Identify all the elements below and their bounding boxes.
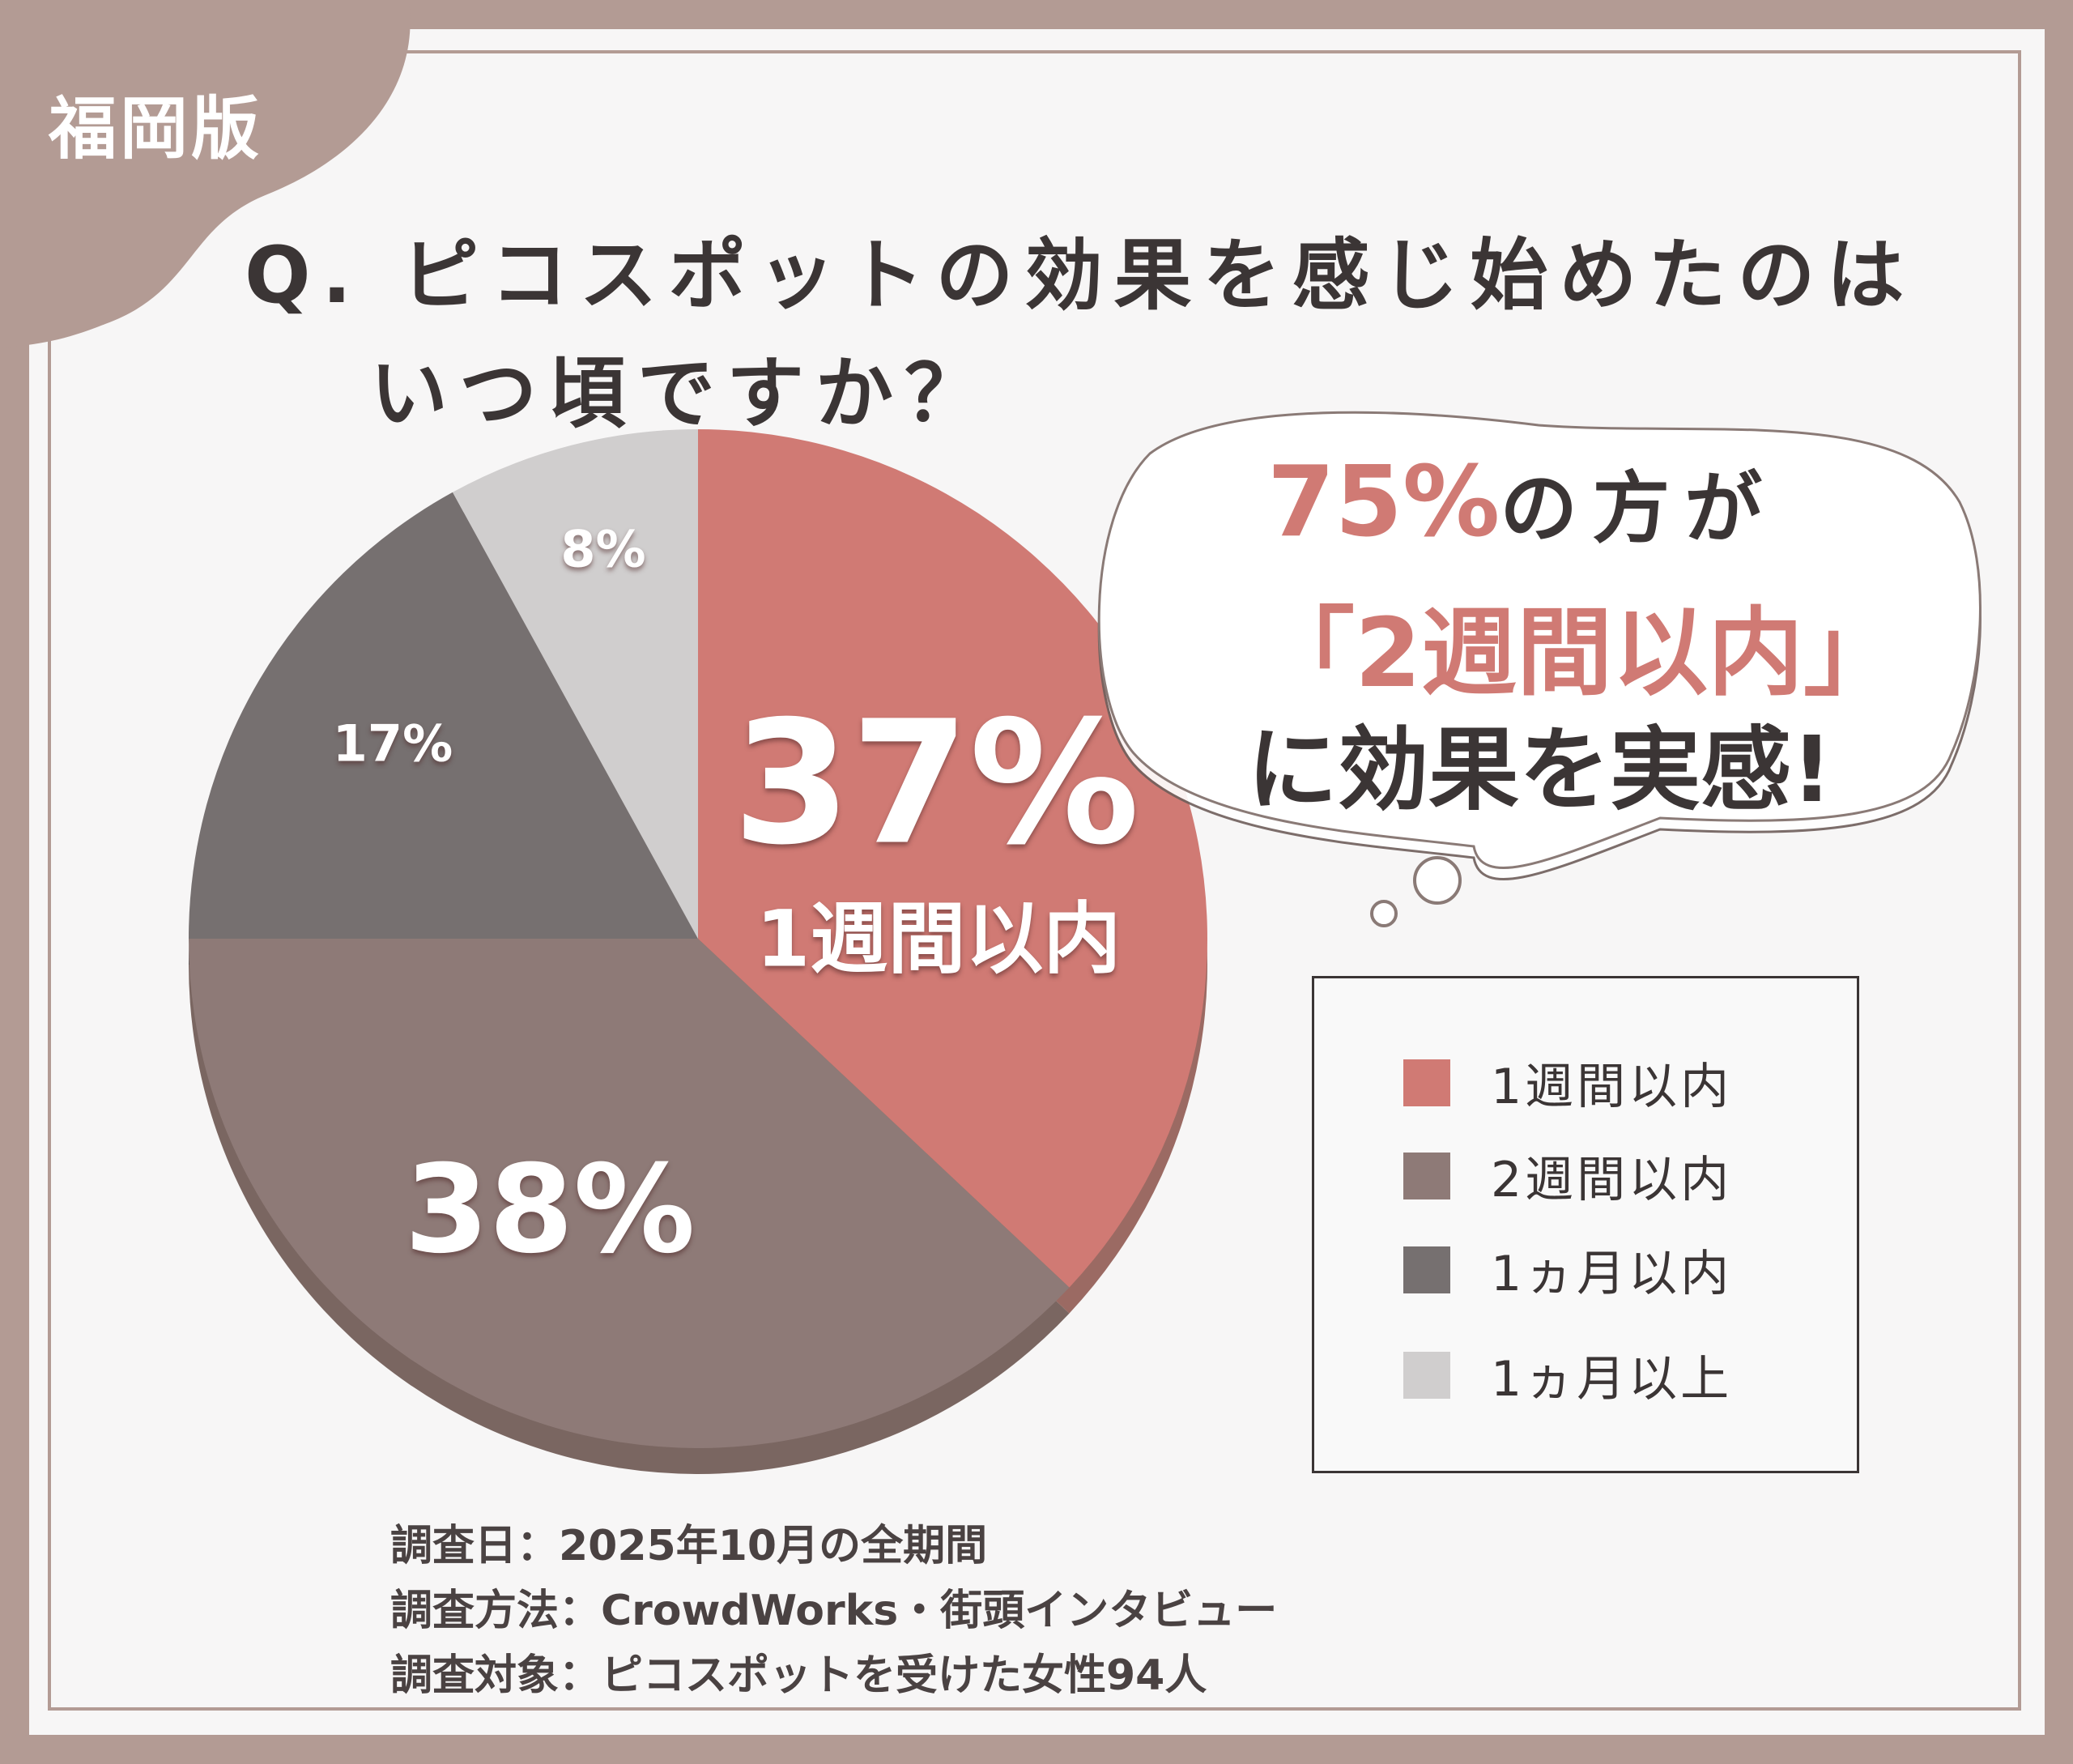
survey-date: 調査日：2025年10月の全期間	[390, 1522, 988, 1570]
legend-swatch	[1403, 1152, 1450, 1199]
slice-label-8: 8%	[560, 519, 646, 579]
pie-slice-3	[189, 492, 698, 939]
slice-label-37: 37%	[732, 684, 1140, 883]
pie-slice-2	[189, 939, 1070, 1448]
thought-dot-small	[1370, 900, 1398, 927]
bubble-line-3: に効果を実感!	[1247, 718, 1833, 823]
pie-slice-4	[452, 429, 698, 939]
legend: 1週間以内 2週間以内 1ヵ月以内 1ヵ月以上	[1312, 976, 1859, 1473]
legend-label: 2週間以内	[1491, 1152, 1733, 1208]
edition-tab	[0, 0, 411, 348]
thought-dot-large	[1413, 856, 1462, 905]
legend-label: 1週間以内	[1491, 1059, 1733, 1115]
inner-border	[48, 50, 2021, 1711]
legend-swatch	[1403, 1246, 1450, 1293]
survey-method: 調査方法：CrowdWorks・街頭インタビュー	[390, 1587, 1278, 1635]
legend-swatch	[1403, 1059, 1450, 1106]
legend-item: 2週間以内	[1403, 1140, 1732, 1211]
slice-label-38: 38%	[404, 1140, 696, 1280]
slice-sublabel-1week: 1週間以内	[756, 893, 1122, 985]
slice-label-17: 17%	[332, 714, 453, 773]
pie-slice-1	[698, 429, 1207, 1288]
bubble-line-2: 「2週間以内」	[1259, 597, 1900, 709]
question-line-1: Q. ピコスポットの効果を感じ始めたのは	[245, 230, 1916, 321]
bubble-line-1-rest: の方が	[1500, 463, 1777, 554]
legend-item: 1週間以内	[1403, 1047, 1732, 1118]
legend-label: 1ヵ月以上	[1491, 1351, 1733, 1408]
bubble-highlight: 75%	[1267, 446, 1500, 559]
survey-target: 調査対象：ピコスポットを受けた女性94人	[390, 1651, 1207, 1700]
edition-label: 福岡版	[49, 89, 263, 168]
legend-swatch	[1403, 1351, 1450, 1399]
legend-label: 1ヵ月以内	[1491, 1246, 1733, 1302]
question-line-2: いつ頃ですか？	[370, 348, 994, 439]
legend-item: 1ヵ月以内	[1403, 1234, 1732, 1305]
bubble-line-1: 75%の方が	[1267, 445, 1777, 559]
legend-item: 1ヵ月以上	[1403, 1340, 1732, 1410]
